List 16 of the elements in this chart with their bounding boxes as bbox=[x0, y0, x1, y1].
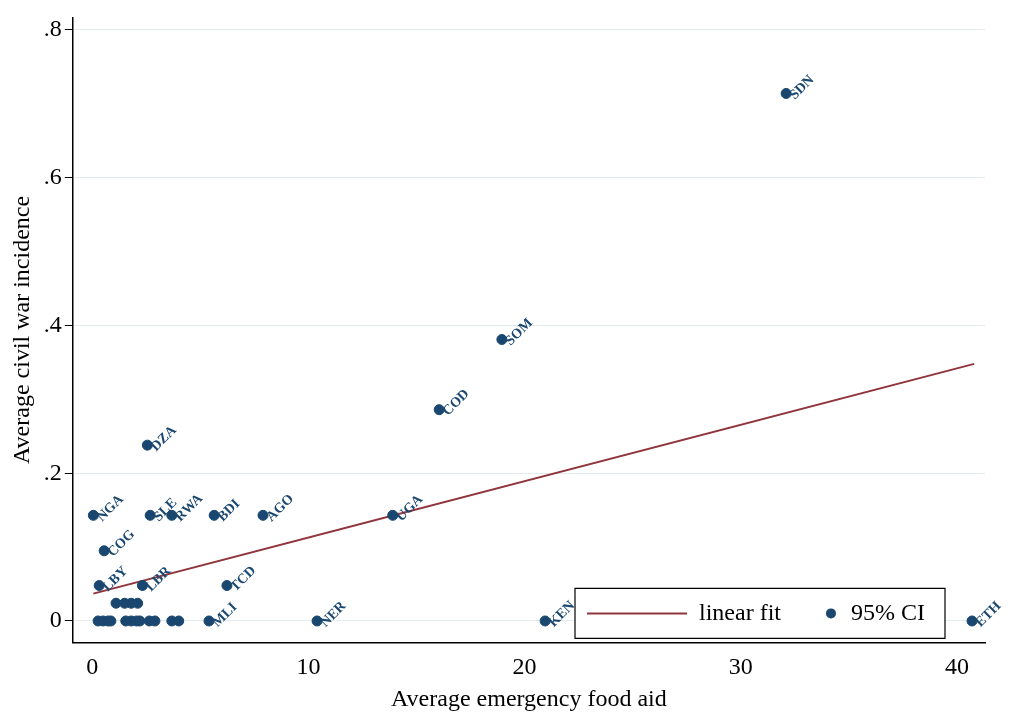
y-tick-label: .8 bbox=[43, 15, 62, 42]
y-tick-label: 0 bbox=[49, 606, 62, 633]
x-tick-label: 10 bbox=[296, 653, 321, 680]
x-tick-label: 0 bbox=[86, 653, 99, 680]
y-axis-title: Average civil war incidence bbox=[7, 195, 34, 464]
x-tick-label: 30 bbox=[728, 653, 753, 680]
y-tick-label: .6 bbox=[43, 163, 62, 190]
y-tick-label: .4 bbox=[43, 310, 62, 337]
x-axis-title: Average emergency food aid bbox=[391, 684, 667, 711]
point bbox=[257, 509, 269, 521]
legend-label: linear fit bbox=[699, 598, 782, 625]
y-tick-label: .2 bbox=[43, 458, 62, 485]
x-tick-label: 40 bbox=[944, 653, 969, 680]
point bbox=[141, 439, 153, 451]
legend-label: 95% CI bbox=[850, 598, 925, 625]
x-tick-label: 20 bbox=[512, 653, 537, 680]
